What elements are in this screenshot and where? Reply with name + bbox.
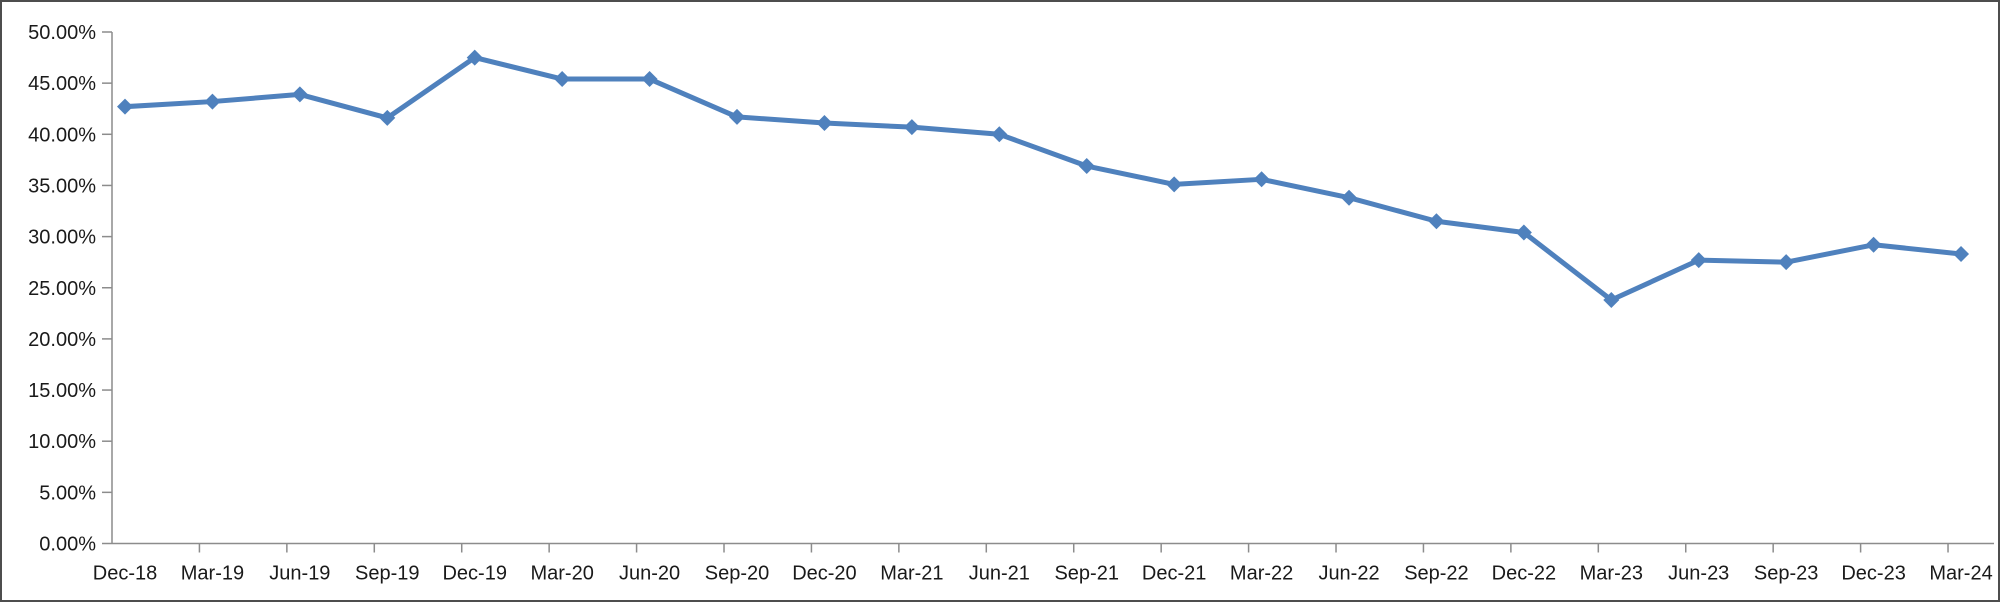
y-axis-label: 0.00%	[39, 534, 96, 556]
x-axis-label: Sep-21	[1054, 563, 1119, 585]
data-point-marker	[1428, 213, 1445, 230]
x-axis-label: Mar-20	[530, 563, 593, 585]
y-axis-label: 20.00%	[28, 329, 96, 351]
data-point-marker	[379, 109, 396, 126]
y-axis-label: 35.00%	[28, 175, 96, 197]
x-axis-label: Sep-23	[1754, 563, 1819, 585]
data-point-marker	[991, 126, 1008, 143]
data-point-marker	[554, 71, 571, 88]
data-point-marker	[729, 108, 746, 125]
x-axis-label: Dec-22	[1492, 563, 1556, 585]
data-point-marker	[903, 119, 920, 136]
x-axis-label: Dec-18	[93, 563, 157, 585]
data-point-marker	[466, 49, 483, 66]
x-axis-label: Dec-19	[442, 563, 506, 585]
data-point-marker	[1515, 224, 1532, 241]
x-axis-label: Jun-23	[1668, 563, 1729, 585]
x-axis-label: Dec-21	[1142, 563, 1206, 585]
data-line	[122, 55, 1964, 303]
x-axis-label: Mar-19	[181, 563, 244, 585]
x-axis-label: Dec-20	[792, 563, 856, 585]
data-point-marker	[1341, 189, 1358, 206]
x-axis-label: Mar-22	[1230, 563, 1293, 585]
data-point-marker	[1166, 176, 1183, 193]
x-axis-label: Sep-19	[355, 563, 420, 585]
data-point-marker	[1778, 254, 1795, 271]
y-axis-label: 30.00%	[28, 227, 96, 249]
x-axis-label: Mar-21	[880, 563, 943, 585]
y-axis-label: 5.00%	[39, 482, 96, 504]
data-point-marker	[117, 98, 133, 115]
data-point-marker	[1078, 158, 1095, 175]
x-axis-label: Jun-19	[269, 563, 330, 585]
x-axis-label: Jun-21	[969, 563, 1030, 585]
data-point-marker	[1690, 252, 1707, 269]
x-axis-label: Sep-20	[705, 563, 770, 585]
data-point-marker	[291, 86, 308, 103]
data-point-marker	[204, 93, 221, 110]
y-axis-label: 45.00%	[28, 73, 96, 95]
data-point-marker	[816, 115, 833, 132]
y-axis-label: 25.00%	[28, 278, 96, 300]
y-axis-label: 10.00%	[28, 431, 96, 453]
x-axis-label: Mar-23	[1580, 563, 1643, 585]
x-axis-label: Mar-24	[1929, 563, 1992, 585]
y-axis-label: 40.00%	[28, 124, 96, 146]
x-axis-label: Jun-22	[1318, 563, 1379, 585]
data-point-marker	[1603, 292, 1620, 309]
data-point-marker	[1253, 171, 1270, 188]
x-axis-label: Jun-20	[619, 563, 680, 585]
data-point-marker	[1953, 245, 1970, 262]
x-axis-label: Dec-23	[1841, 563, 1905, 585]
y-axis-label: 15.00%	[28, 380, 96, 402]
data-point-marker	[1865, 236, 1882, 253]
y-axis-label: 50.00%	[28, 22, 96, 44]
data-point-marker	[641, 71, 658, 88]
x-axis-label: Sep-22	[1404, 563, 1469, 585]
